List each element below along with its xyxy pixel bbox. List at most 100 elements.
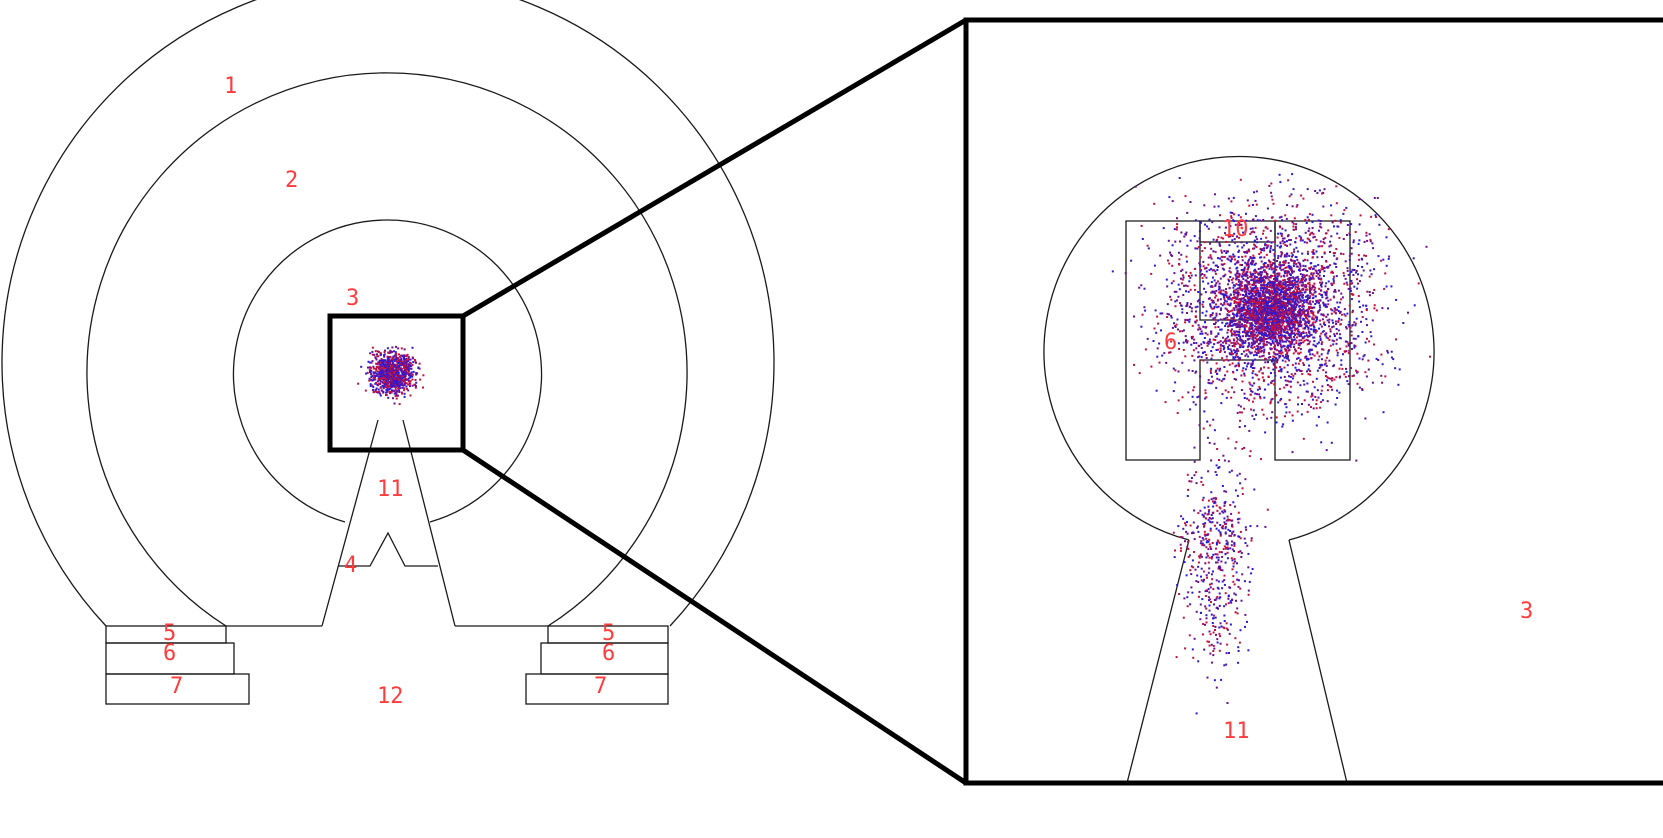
particle-dot [1183,329,1185,331]
particle-dot [1384,375,1386,377]
particle-dot [1217,342,1219,344]
particle-dot [1343,238,1345,240]
particle-dot [1226,371,1228,373]
particle-dot [1236,352,1238,354]
particle-dot [1336,302,1338,304]
particle-dot [1334,220,1336,222]
particle-dot [1281,426,1283,428]
particle-dot [1321,245,1323,247]
particle-dot [1212,300,1214,302]
particle-dot [1252,401,1254,403]
particle-dot [1324,324,1326,326]
particle-dot [400,369,402,371]
particle-dot [1223,296,1225,298]
particle-dot [1245,368,1247,370]
particle-dot [401,347,403,349]
particle-dot [1319,189,1321,191]
particle-dot [1282,318,1284,320]
particle-dot [1231,387,1233,389]
particle-dot [1204,337,1206,339]
particle-dot [1200,256,1202,258]
particle-dot [1359,223,1361,225]
particle-dot [380,395,382,397]
particle-dot [1308,368,1310,370]
particle-dot [1298,306,1300,308]
particle-dot [1337,354,1339,356]
particle-dot [1309,275,1311,277]
particle-dot [1329,251,1331,253]
particle-dot [1329,264,1331,266]
particle-dot [380,354,382,356]
particle-dot [1255,200,1257,202]
particle-dot [1282,423,1284,425]
particle-dot [1238,404,1240,406]
particle-dot [1188,291,1190,293]
particle-dot [1195,219,1197,221]
particle-dot [1233,314,1235,316]
particle-dot [1234,345,1236,347]
particle-dot [409,362,411,364]
particle-dot [1306,383,1308,385]
particle-dot [1259,356,1261,358]
particle-dot [1252,360,1254,362]
particle-dot [1380,375,1382,377]
particle-dot [1307,253,1309,255]
particle-dot [1347,224,1349,226]
particle-dot [1273,259,1275,261]
particle-dot [1224,300,1226,302]
particle-dot [1366,291,1368,293]
particle-dot [1276,260,1278,262]
particle-dot [1310,307,1312,309]
particle-dot [1336,397,1338,399]
particle-dot [1214,285,1216,287]
particle-dot [1295,350,1297,352]
particle-dot [1254,393,1256,395]
particle-dot [1229,352,1231,354]
particle-dot [1270,275,1272,277]
particle-dot [1342,353,1344,355]
particle-dot [1180,254,1182,256]
particle-dot [1340,298,1342,300]
particle-dot [1250,305,1252,307]
particle-dot [1232,287,1234,289]
particle-dot [1222,378,1224,380]
particle-dot [1301,281,1303,283]
particle-dot [1291,332,1293,334]
particle-dot [1407,312,1409,314]
particle-dot [1249,384,1251,386]
particle-dot [1166,279,1168,281]
particle-dot [1163,227,1165,229]
particle-dot [1223,269,1225,271]
particle-dot [1312,297,1314,299]
particle-dot [1236,334,1238,336]
particle-dot [1280,269,1282,271]
particle-dot [1350,283,1352,285]
particle-dot [1369,239,1371,241]
particle-dot [1285,262,1287,264]
particle-dot [1202,306,1204,308]
particle-dot [1250,394,1252,396]
particle-dot [1247,277,1249,279]
particle-dot [1223,290,1225,292]
label-region-6-left: 6 [163,641,176,666]
particle-dot [1291,340,1293,342]
particle-dot [1279,174,1281,176]
particle-dot [1273,380,1275,382]
particle-dot [1336,257,1338,259]
particle-dot [1211,376,1213,378]
particle-dot [1333,379,1335,381]
particle-dot [1369,294,1371,296]
particle-dot [1202,312,1204,314]
particle-dot [1256,246,1258,248]
particle-dot [1220,345,1222,347]
particle-dot [1234,290,1236,292]
particle-dot [1327,384,1329,386]
particle-dot [1239,264,1241,266]
particle-dot [1238,364,1240,366]
particle-dot [1207,264,1209,266]
particle-dot [1284,241,1286,243]
particle-dot [1227,298,1229,300]
particle-dot [1277,319,1279,321]
particle-dot [1297,251,1299,253]
particle-dot [1326,365,1328,367]
